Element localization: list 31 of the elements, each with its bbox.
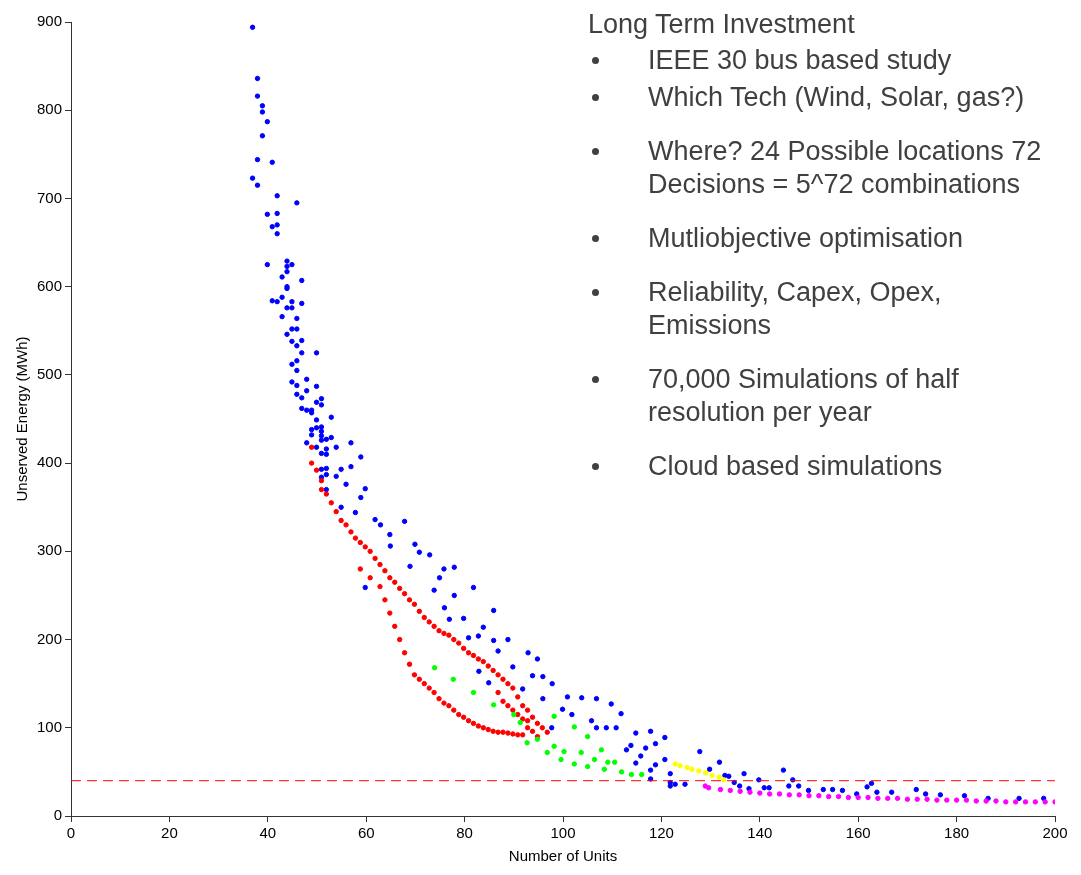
y-tick-label: 0 xyxy=(53,806,63,824)
x-axis-title: Number of Units xyxy=(508,847,618,865)
y-axis-title: Unserved Energy (MWh) xyxy=(13,336,31,502)
annotation: Cloud based simulations xyxy=(648,449,943,483)
y-tick-label: 700 xyxy=(37,188,63,206)
x-tick-label: 80 xyxy=(456,824,473,842)
annotation: Long Term Investment xyxy=(588,8,856,41)
y-tick-label: 900 xyxy=(37,12,63,30)
x-tick-label: 160 xyxy=(845,824,871,842)
y-tick-label: 200 xyxy=(37,629,63,647)
annotation: Where? 24 Possible locations 72 Decisions = 5^72 combinations xyxy=(648,135,1043,200)
y-tick-label: 300 xyxy=(37,541,63,559)
annotation: IEEE 30 bus based study xyxy=(648,44,952,77)
x-tick-label: 140 xyxy=(747,824,773,842)
x-tick-label: 20 xyxy=(161,824,178,842)
y-tick-label: 100 xyxy=(37,717,63,735)
y-tick-label: 500 xyxy=(37,365,63,383)
x-tick-label: 0 xyxy=(66,824,76,842)
x-tick-label: 60 xyxy=(357,824,375,842)
y-tick-label: 800 xyxy=(37,100,63,118)
x-tick-label: 100 xyxy=(550,824,576,842)
x-tick-label: 40 xyxy=(259,824,277,842)
x-tick-label: 120 xyxy=(648,824,674,842)
annotation: 70,000 Simulations of half resolution per year xyxy=(648,363,960,428)
annotation: Reliability, Capex, Opex, Emissions xyxy=(648,276,943,342)
y-tick-label: 400 xyxy=(37,453,63,471)
y-tick-label: 600 xyxy=(37,276,63,294)
annotation: Which Tech (Wind, Solar, gas?) xyxy=(648,80,1025,114)
annotation: Mutliobjective optimisation xyxy=(648,221,964,255)
x-tick-label: 200 xyxy=(1042,824,1068,842)
x-tick-label: 180 xyxy=(944,824,970,842)
